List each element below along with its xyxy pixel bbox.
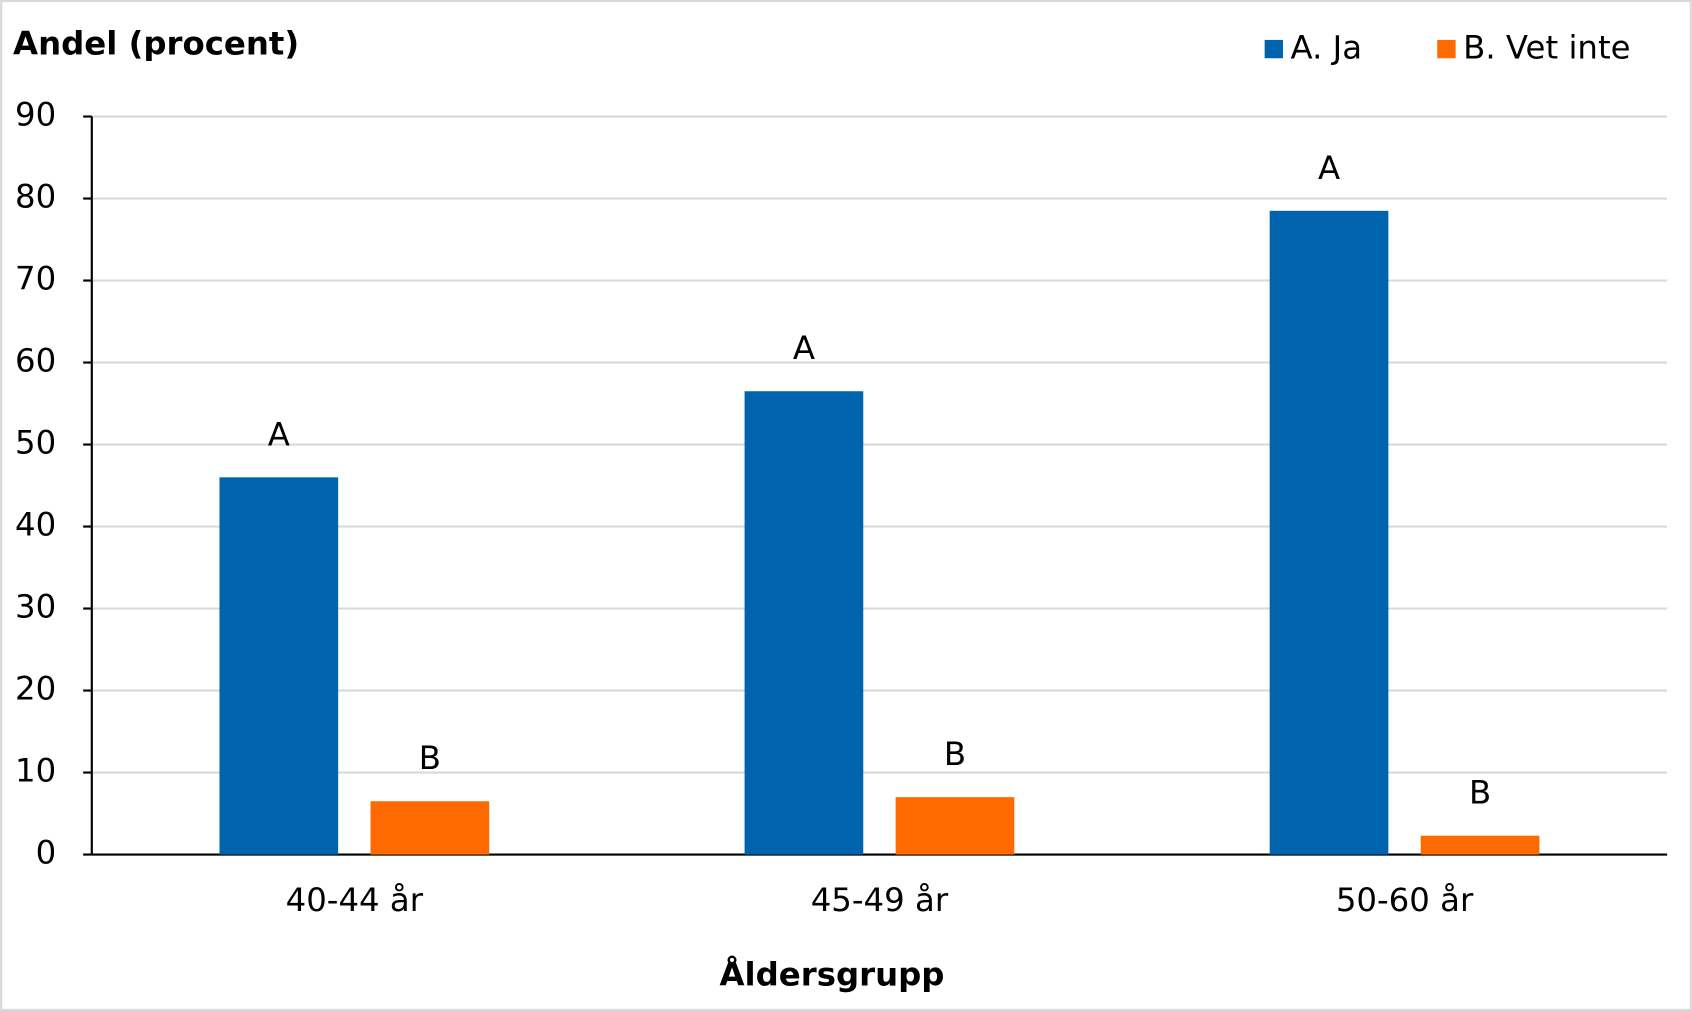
x-tick-label: 50-60 år [1336, 881, 1474, 919]
legend-swatch [1264, 39, 1283, 59]
x-tick-label: 40-44 år [286, 881, 424, 919]
bar [219, 477, 339, 855]
legend-label: B. Vet inte [1463, 29, 1630, 67]
x-tick-label: 45-49 år [811, 881, 949, 919]
y-tick-label: 80 [15, 178, 56, 216]
y-tick-label: 30 [15, 588, 56, 626]
y-tick-label: 50 [15, 424, 56, 462]
y-tick-label: 0 [36, 834, 57, 872]
y-tick-label: 10 [15, 752, 56, 790]
bar-label: B [419, 739, 441, 777]
x-axis-title: Åldersgrupp [719, 955, 944, 993]
bar [1420, 835, 1540, 855]
bar [370, 801, 490, 855]
bar-label: A [268, 415, 290, 453]
bar [1269, 210, 1389, 855]
bar [744, 391, 864, 855]
bar-label: A [1318, 149, 1340, 187]
legend-swatch [1437, 39, 1456, 59]
y-tick-label: 60 [15, 342, 56, 380]
y-axis-title: Andel (procent) [13, 24, 299, 62]
y-tick-label: 40 [15, 506, 56, 544]
y-tick-label: 70 [15, 260, 56, 298]
bar-label: B [944, 735, 966, 773]
y-tick-label: 20 [15, 670, 56, 708]
y-tick-label: 90 [15, 96, 56, 134]
bar [895, 797, 1015, 855]
legend-label: A. Ja [1291, 29, 1363, 67]
bar-label: B [1469, 774, 1491, 812]
bar-label: A [793, 329, 815, 367]
